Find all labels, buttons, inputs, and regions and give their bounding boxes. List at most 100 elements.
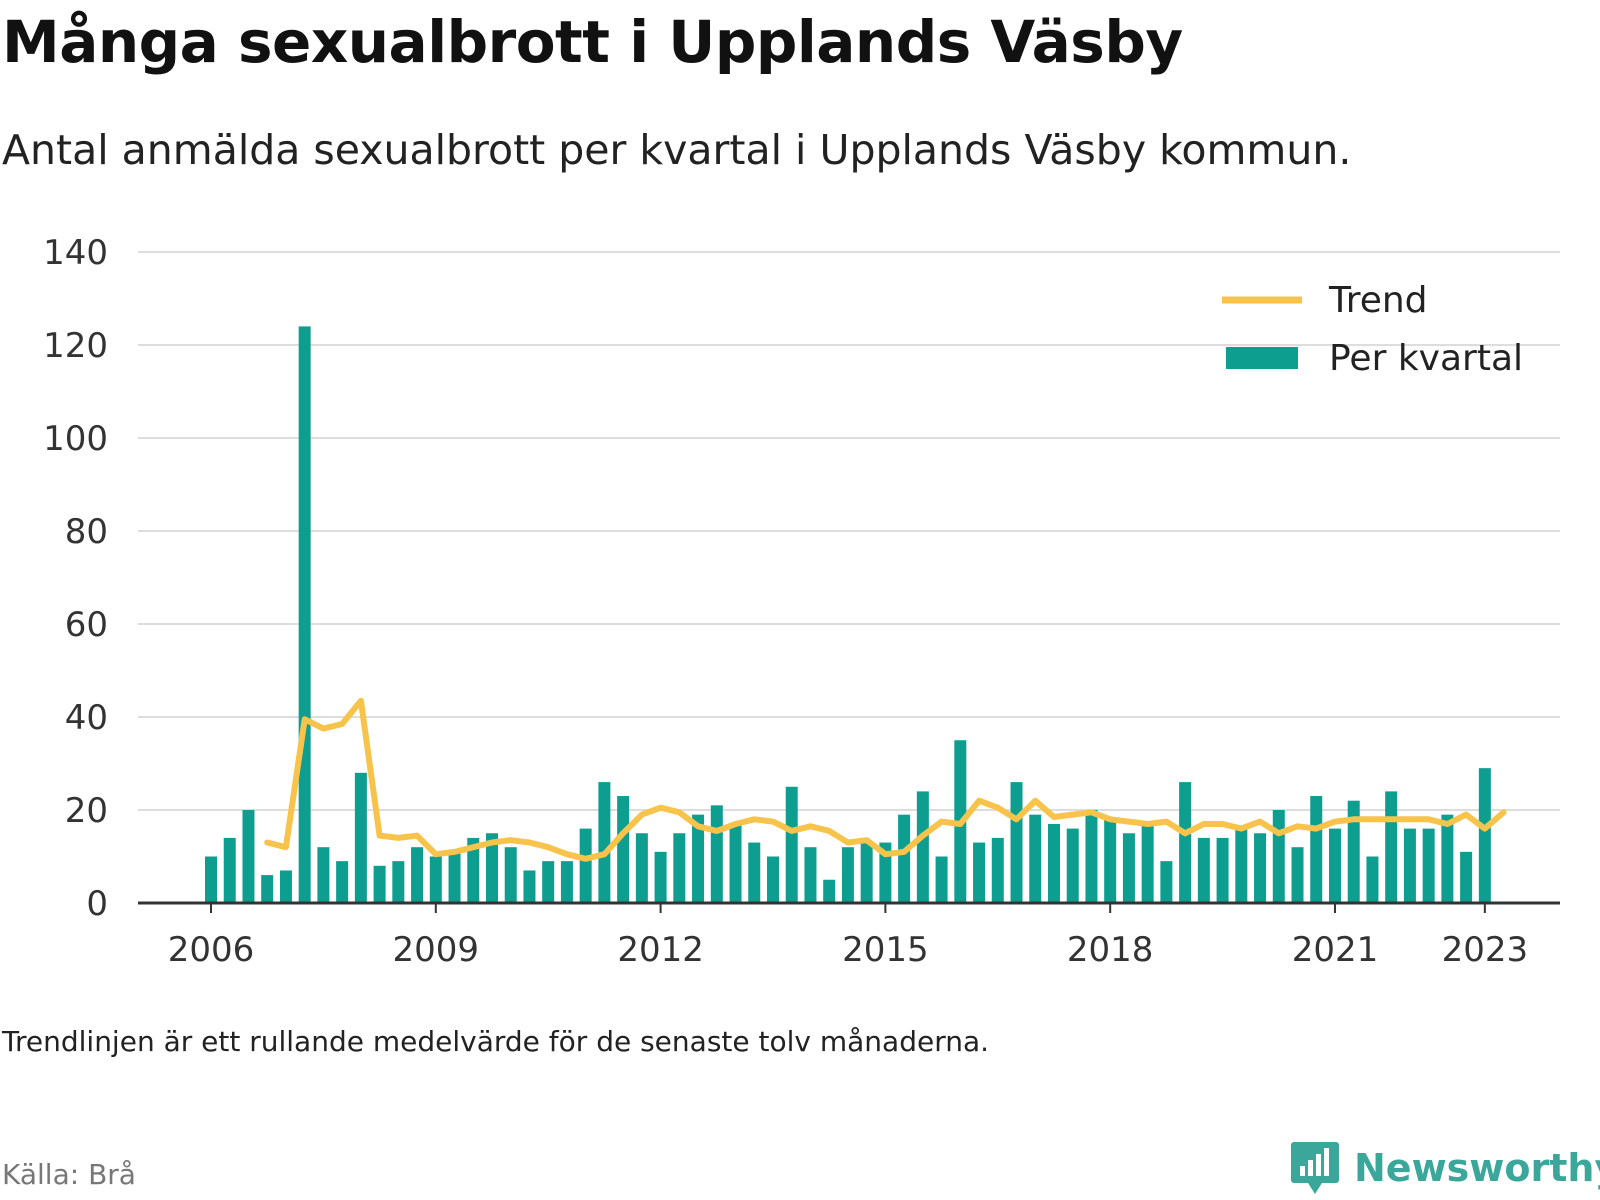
bar xyxy=(560,861,573,903)
bar xyxy=(1460,851,1473,903)
y-tick-label: 140 xyxy=(43,233,108,273)
bar xyxy=(1310,796,1323,903)
bar xyxy=(898,814,911,903)
bar xyxy=(1122,833,1135,903)
y-tick-label: 60 xyxy=(65,605,108,645)
bar xyxy=(411,847,424,903)
y-tick-label: 120 xyxy=(43,326,108,366)
brand-logo[interactable]: Newsworthy xyxy=(1290,1140,1600,1196)
bar xyxy=(785,786,798,903)
bar xyxy=(542,861,555,903)
bar xyxy=(673,833,686,903)
chart-subtitle: Antal anmälda sexualbrott per kvartal i … xyxy=(2,126,1352,174)
bar xyxy=(1047,823,1060,903)
bar xyxy=(1366,856,1379,903)
bar xyxy=(710,805,723,903)
bar xyxy=(448,851,461,903)
bar xyxy=(916,791,929,903)
bar xyxy=(1160,861,1173,903)
gridlines xyxy=(138,251,1560,811)
bar xyxy=(429,856,442,903)
bar xyxy=(635,833,648,903)
bar xyxy=(317,847,330,903)
bar xyxy=(1085,810,1098,903)
bar-series-per-kvartal xyxy=(205,326,1491,903)
bar xyxy=(579,828,592,903)
bar xyxy=(279,870,292,903)
bar xyxy=(1104,819,1117,903)
bar xyxy=(467,837,480,903)
bar xyxy=(1441,814,1454,903)
bar xyxy=(1478,768,1491,903)
bar xyxy=(1272,810,1285,903)
newsworthy-logo-icon xyxy=(1291,1142,1339,1194)
bar xyxy=(1385,791,1398,903)
bar xyxy=(935,856,948,903)
bar xyxy=(1197,837,1210,903)
y-axis-ticks: 0 20 40 60 80 100 120 140 xyxy=(43,233,108,924)
bar xyxy=(1029,814,1042,903)
bar xyxy=(860,842,873,903)
bar xyxy=(298,326,311,903)
y-tick-label: 80 xyxy=(65,512,108,552)
bar xyxy=(1066,828,1079,903)
bar xyxy=(654,851,667,903)
bar xyxy=(261,875,274,903)
bar xyxy=(598,782,611,903)
bar xyxy=(336,861,349,903)
y-tick-label: 40 xyxy=(65,698,108,738)
bar xyxy=(1141,823,1154,903)
legend-bar-swatch xyxy=(1226,347,1298,369)
bar xyxy=(242,810,255,903)
bar xyxy=(748,842,761,903)
bar xyxy=(729,823,742,903)
chart-title: Många sexualbrott i Upplands Väsby xyxy=(2,8,1183,76)
x-axis: 2006 2009 2012 2015 2018 2021 2023 xyxy=(138,901,1560,970)
bar xyxy=(392,861,405,903)
bar xyxy=(1179,782,1192,903)
x-tick-label: 2023 xyxy=(1442,930,1529,970)
bar xyxy=(617,796,630,903)
y-tick-label: 0 xyxy=(86,884,108,924)
bar xyxy=(1403,828,1416,903)
bar xyxy=(1347,800,1360,903)
chart-note: Trendlinjen är ett rullande medelvärde f… xyxy=(2,1025,990,1058)
bar xyxy=(879,842,892,903)
bar xyxy=(692,814,705,903)
legend-trend-label: Trend xyxy=(1328,280,1428,321)
x-tick-label: 2009 xyxy=(393,930,480,970)
line-series-trend xyxy=(264,697,1507,862)
bar xyxy=(804,847,817,903)
bar xyxy=(823,879,836,903)
x-tick-label: 2012 xyxy=(617,930,704,970)
bar xyxy=(991,837,1004,903)
x-tick-label: 2006 xyxy=(168,930,255,970)
legend: Trend Per kvartal xyxy=(1222,280,1523,379)
y-tick-label: 100 xyxy=(43,419,108,459)
bar xyxy=(504,847,517,903)
bar xyxy=(354,772,367,903)
bar xyxy=(1216,837,1229,903)
bar xyxy=(485,833,498,903)
bar xyxy=(1010,782,1023,903)
bar xyxy=(205,856,217,903)
x-tick-label: 2018 xyxy=(1067,930,1154,970)
bar xyxy=(523,870,536,903)
brand-name: Newsworthy xyxy=(1354,1146,1600,1190)
bar xyxy=(1291,847,1304,903)
bar xyxy=(1328,828,1341,903)
bar xyxy=(973,842,986,903)
bar xyxy=(223,837,236,903)
legend-bar-label: Per kvartal xyxy=(1329,338,1523,379)
y-tick-label: 20 xyxy=(65,791,108,831)
bar xyxy=(841,847,854,903)
bar xyxy=(1235,828,1248,903)
bar xyxy=(1422,828,1435,903)
trend-line xyxy=(264,697,1507,862)
bar xyxy=(373,865,386,903)
source-credit: Källa: Brå xyxy=(2,1158,136,1191)
bar xyxy=(1254,833,1267,903)
x-tick-label: 2021 xyxy=(1292,930,1379,970)
x-tick-label: 2015 xyxy=(842,930,929,970)
